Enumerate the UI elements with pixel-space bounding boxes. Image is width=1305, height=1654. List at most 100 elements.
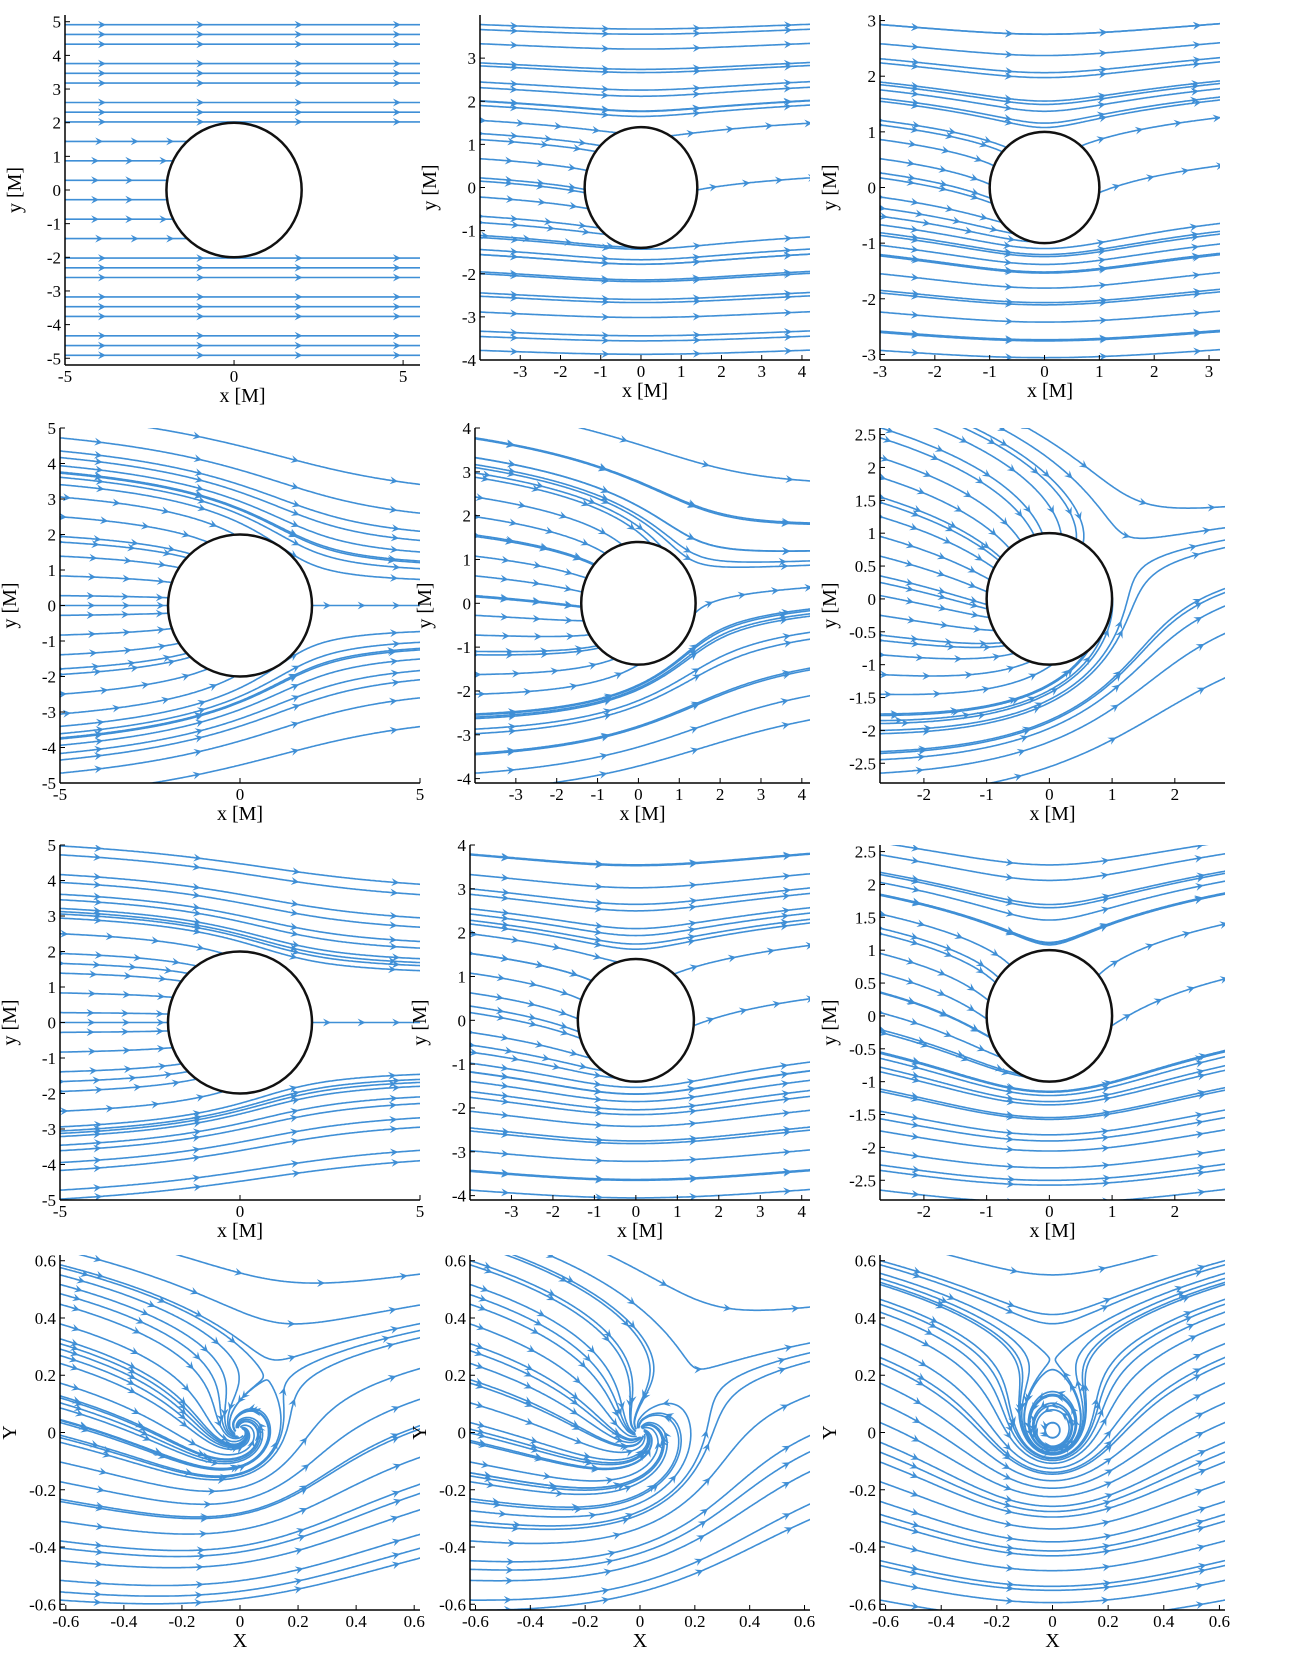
flow-arrow: [722, 1303, 732, 1312]
flow-arrow: [1005, 895, 1015, 904]
flow-arrow: [509, 214, 519, 223]
flow-arrow: [194, 728, 204, 736]
streamline: [880, 1283, 1225, 1456]
flow-arrow: [208, 519, 218, 528]
flow-arrow: [500, 612, 509, 621]
flow-arrow: [500, 1149, 510, 1158]
streamline: [60, 676, 235, 715]
streamline: [60, 1533, 420, 1587]
flow-arrow: [686, 500, 696, 508]
flow-arrow: [294, 312, 303, 321]
flow-arrow: [129, 1346, 139, 1355]
flow-arrow: [156, 992, 166, 1001]
flow-arrow: [388, 505, 398, 514]
flow-arrow: [483, 1474, 493, 1483]
flow-arrow: [191, 1146, 201, 1155]
streamline: [480, 99, 810, 112]
flow-arrow: [975, 958, 985, 967]
flow-arrow: [171, 957, 180, 966]
flow-arrow: [500, 1063, 509, 1072]
flow-arrow: [477, 1303, 487, 1311]
flow-arrow: [60, 1107, 69, 1116]
flow-arrow: [580, 538, 590, 546]
streamline: [470, 906, 810, 930]
flow-arrow: [95, 1270, 104, 1279]
flow-arrow: [620, 1517, 630, 1525]
streamline: [606, 1255, 810, 1312]
flow-arrow: [385, 1342, 395, 1350]
flow-arrow: [880, 670, 888, 679]
flow-arrow: [387, 648, 397, 657]
flow-arrow: [95, 137, 104, 146]
flow-arrow: [392, 562, 401, 571]
streamline: [475, 658, 614, 676]
streamline: [880, 932, 996, 983]
flow-arrow: [592, 952, 602, 960]
streamline: [890, 845, 1209, 866]
streamline: [60, 1091, 223, 1113]
flow-arrow: [1005, 1093, 1015, 1102]
flow-arrow: [1025, 1392, 1034, 1402]
flow-arrow: [501, 1169, 510, 1178]
flow-arrow: [1197, 1562, 1207, 1571]
flow-arrow: [1007, 1175, 1016, 1184]
flow-arrow: [1103, 1533, 1112, 1541]
flow-arrow: [780, 562, 789, 571]
flow-arrow: [523, 1396, 533, 1404]
flow-arrow: [60, 651, 63, 660]
flow-arrow: [1005, 1134, 1014, 1143]
y-tick-label: -0.6: [439, 1595, 466, 1614]
flow-arrow: [98, 117, 106, 126]
flow-arrow: [247, 1439, 255, 1449]
flow-arrow: [219, 1433, 229, 1441]
streamline: [470, 1382, 645, 1448]
streamline: [480, 99, 810, 113]
flow-arrow: [150, 936, 160, 945]
flow-arrow: [944, 131, 954, 140]
flow-arrow: [790, 1304, 800, 1313]
flow-arrow: [1005, 1110, 1015, 1119]
flow-arrow: [1099, 335, 1108, 344]
streamline: [470, 1414, 680, 1508]
flow-arrow: [155, 609, 164, 618]
flow-arrow: [1001, 1461, 1011, 1469]
flow-arrow: [89, 649, 98, 658]
streamline: [480, 215, 598, 229]
flow-arrow: [805, 941, 810, 950]
flow-arrow: [256, 1428, 264, 1437]
streamline: [880, 1451, 1225, 1513]
streamline: [480, 236, 810, 250]
streamline: [1111, 978, 1225, 1027]
flow-arrow: [601, 243, 610, 252]
flow-arrow: [692, 274, 701, 283]
flow-arrow: [779, 922, 789, 931]
flow-arrow: [196, 1448, 206, 1457]
flow-arrow: [290, 508, 300, 516]
x-tick-label: -3: [509, 785, 523, 804]
flow-arrow: [601, 294, 610, 303]
flow-arrow: [505, 1576, 514, 1585]
streamline: [1081, 116, 1220, 147]
flow-arrow: [95, 718, 105, 727]
flow-arrow: [126, 1385, 136, 1394]
y-tick-label: 0.2: [855, 1366, 876, 1385]
y-tick-label: 2: [48, 943, 57, 962]
y-tick-label: 2: [53, 114, 62, 133]
streamline: [470, 1169, 810, 1182]
y-tick-label: 0: [868, 179, 877, 198]
flow-arrow: [196, 59, 205, 68]
x-axis-label: x [M]: [617, 1220, 663, 1242]
flow-arrow: [1096, 136, 1106, 144]
flow-arrow: [601, 105, 610, 114]
flow-arrow: [1098, 70, 1107, 79]
flow-arrow: [196, 117, 205, 126]
flow-arrow: [192, 908, 202, 917]
flow-arrow: [389, 1433, 399, 1441]
flow-arrow: [195, 943, 205, 951]
streamline: [880, 22, 1220, 36]
flow-arrow: [594, 921, 603, 930]
flow-arrow: [69, 1348, 79, 1357]
flow-arrow: [1177, 1294, 1187, 1302]
streamline: [480, 270, 810, 281]
flow-arrow: [192, 1351, 201, 1361]
